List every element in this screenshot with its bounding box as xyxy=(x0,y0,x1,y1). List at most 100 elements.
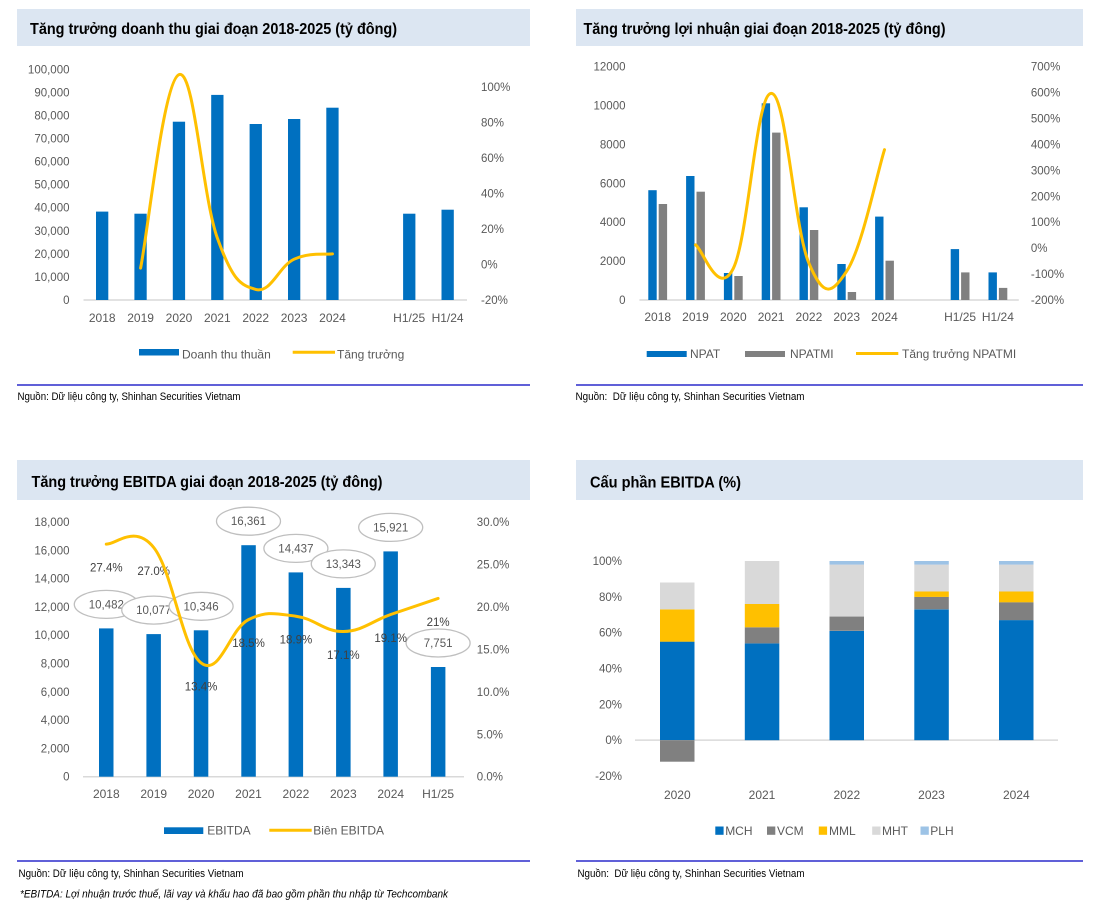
y-axis-tick-label: 50,000 xyxy=(34,180,69,192)
bar-value-label: 13,343 xyxy=(326,559,361,571)
y2-axis-tick-label: 0% xyxy=(1031,243,1048,255)
legend-label: Doanh thu thuần xyxy=(182,348,271,362)
legend-label: MCH xyxy=(725,824,752,838)
bar-value-label: 16,361 xyxy=(231,516,266,528)
chart-bar xyxy=(723,273,733,300)
x-axis-tick-label: 2023 xyxy=(330,787,357,801)
panel-profit-growth: Tăng trưởng lợi nhuận giai đoạn 2018-202… xyxy=(576,9,1083,403)
source-note: Nguồn: Dữ liệu công ty, Shinhan Securiti… xyxy=(578,868,805,880)
y-axis-tick-label: 16,000 xyxy=(34,545,69,557)
y-axis-tick-label: 14,000 xyxy=(34,574,69,586)
x-axis-tick-label: H1/25 xyxy=(422,787,454,801)
chart-bar xyxy=(193,630,209,777)
y2-axis-tick-label: 15.0% xyxy=(477,644,510,656)
chart-bar xyxy=(761,103,771,300)
chart-bar xyxy=(809,230,819,300)
stacked-bar-segment xyxy=(914,609,949,741)
line-value-label: 18.5% xyxy=(232,638,265,650)
legend-swatch xyxy=(872,826,881,835)
line-series xyxy=(104,534,440,667)
legend-label: NPATMI xyxy=(790,347,834,361)
x-axis-tick-label: H1/25 xyxy=(393,311,425,325)
y2-axis-tick-label: 500% xyxy=(1031,114,1060,126)
panel-revenue-growth: Tăng trưởng doanh thu giai đoạn 2018-202… xyxy=(17,9,530,403)
chart-title: Tăng trưởng lợi nhuận giai đoạn 2018-202… xyxy=(584,21,946,38)
y2-axis-tick-label: -200% xyxy=(1031,295,1064,307)
legend-label: MHT xyxy=(882,824,909,838)
x-axis-tick-label: 2024 xyxy=(871,310,898,324)
chart-bar xyxy=(99,628,114,777)
legend-label: Tăng trưởng NPATMI xyxy=(902,347,1016,361)
x-axis-tick-label: 2022 xyxy=(833,788,860,802)
x-axis-tick-label: 2019 xyxy=(140,787,167,801)
y2-axis-tick-label: 0.0% xyxy=(477,772,503,784)
legend-item: MCH xyxy=(715,824,753,838)
chart-bar xyxy=(134,213,147,300)
chart-title: Tăng trưởng doanh thu giai đoạn 2018-202… xyxy=(30,21,397,38)
stacked-bar-segment xyxy=(829,564,864,617)
chart-header xyxy=(17,9,530,46)
legend-item: Tăng trưởng NPATMI xyxy=(856,347,1016,361)
source-note: Nguồn: Dữ liệu công ty, Shinhan Securiti… xyxy=(18,391,241,403)
legend-item: PLH xyxy=(920,824,954,838)
y2-axis-tick-label: 80% xyxy=(481,118,504,130)
chart-bar xyxy=(96,211,109,300)
x-axis-tick-label: 2021 xyxy=(204,311,231,325)
chart-bar xyxy=(146,634,161,777)
y2-axis-tick-label: 10.0% xyxy=(477,687,510,699)
chart-bar xyxy=(336,587,351,777)
chart-plot: 0 10,000 20,000 30,000 40,000 50,000 60,000 70,… xyxy=(28,64,511,361)
legend-label: MML xyxy=(829,824,856,838)
panel-ebitda-mix: Cấu phần EBITDA (%) -20% 0% 20% 40% 60% 80% 10… xyxy=(576,460,1083,880)
callout-ellipse xyxy=(263,533,329,564)
y2-axis-tick-label: 100% xyxy=(481,82,510,94)
y-axis-tick-label: 2000 xyxy=(600,256,626,268)
chart-legend: Doanh thu thuần Tăng trưởng xyxy=(139,348,404,362)
chart-title: Tăng trưởng EBITDA giai đoạn 2018-2025 (… xyxy=(32,474,383,491)
stacked-bar-segment xyxy=(660,740,695,762)
y-axis-tick-label: 60,000 xyxy=(34,157,69,169)
stacked-bar-segment xyxy=(660,609,695,642)
y2-axis-tick-label: 20% xyxy=(481,224,504,236)
chart-bar xyxy=(383,551,398,777)
y-axis-tick-label: 100% xyxy=(593,556,622,568)
y2-axis-tick-label: -20% xyxy=(481,295,508,307)
source-note: Nguồn: Dữ liệu công ty, Shinhan Securiti… xyxy=(19,868,244,880)
chart-bar xyxy=(172,121,186,300)
y-axis-tick-label: 100,000 xyxy=(28,64,70,76)
chart-bar xyxy=(441,209,454,300)
line-value-label: 19.1% xyxy=(374,633,407,645)
stacked-bar-segment xyxy=(914,564,949,592)
x-axis-tick-label: 2020 xyxy=(664,788,691,802)
chart-bar xyxy=(696,191,705,300)
y-axis-tick-label: 40% xyxy=(599,664,622,676)
x-axis-tick-label: 2022 xyxy=(796,310,823,324)
y-axis-tick-label: 0 xyxy=(63,295,69,307)
line-series xyxy=(139,73,334,292)
bar-value-callout: 16,361 xyxy=(215,506,282,536)
x-axis-tick-label: 2024 xyxy=(1003,788,1030,802)
legend-item: Biên EBITDA xyxy=(269,824,384,838)
y-axis-tick-label: 30,000 xyxy=(34,226,69,238)
y-axis-tick-label: 40,000 xyxy=(34,203,69,215)
chart-bar xyxy=(847,292,857,300)
y-axis-tick-label: 70,000 xyxy=(34,134,69,146)
y-axis-tick-label: 8000 xyxy=(600,140,626,152)
stacked-bar-segment xyxy=(999,561,1034,565)
x-axis-tick-label: 2020 xyxy=(188,787,215,801)
stacked-bar-segment xyxy=(999,620,1034,741)
x-axis-tick-label: 2018 xyxy=(89,311,116,325)
chart-bar xyxy=(961,272,970,300)
bar-value-callout: 10,346 xyxy=(168,591,234,621)
chart-bar xyxy=(658,204,668,300)
y2-axis-tick-label: 60% xyxy=(481,153,504,165)
chart-bar xyxy=(326,107,339,300)
y2-axis-tick-label: 100% xyxy=(1031,217,1060,229)
source-note: Nguồn: Dữ liệu công ty, Shinhan Securiti… xyxy=(576,391,805,403)
chart-bar xyxy=(734,276,743,300)
y2-axis-tick-label: 40% xyxy=(481,189,504,201)
bar-value-label: 14,437 xyxy=(278,543,313,555)
stacked-bar-segment xyxy=(660,641,695,741)
chart-bar xyxy=(772,132,781,300)
